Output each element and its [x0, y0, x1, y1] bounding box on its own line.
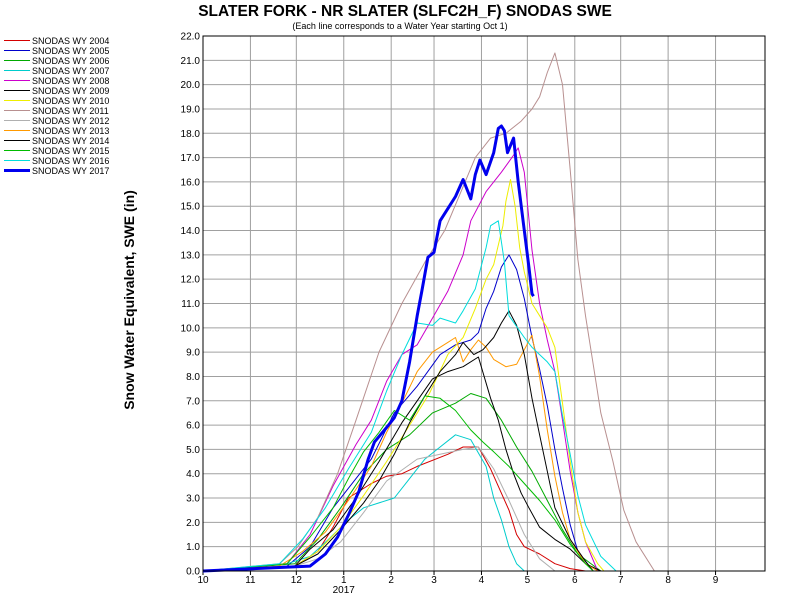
x-tick-label: 3	[431, 575, 437, 586]
series-line-3	[202, 393, 602, 572]
legend-swatch	[4, 80, 30, 81]
y-tick-label: 21.0	[181, 56, 201, 67]
y-tick-label: 10.0	[181, 323, 201, 334]
legend-item: SNODAS WY 2013	[4, 126, 154, 136]
series-line-5	[202, 147, 599, 572]
legend-item: SNODAS WY 2008	[4, 76, 154, 86]
x-tick-label: 8	[665, 575, 671, 586]
legend-swatch	[4, 160, 30, 161]
legend-label: SNODAS WY 2013	[32, 126, 110, 136]
x-tick-label: 10	[197, 575, 209, 586]
x-tick-label: 4	[479, 575, 485, 586]
y-tick-label: 13.0	[181, 250, 201, 261]
y-tick-label: 7.0	[186, 396, 200, 407]
series-line-7	[202, 179, 605, 572]
x-tick-label: 2	[388, 575, 394, 586]
x-tick-label: 9	[713, 575, 719, 586]
y-tick-label: 15.0	[181, 202, 201, 213]
legend-label: SNODAS WY 2011	[32, 106, 109, 116]
legend-swatch	[4, 130, 30, 131]
series-line-2	[202, 254, 594, 572]
legend-label: SNODAS WY 2008	[32, 76, 110, 86]
y-tick-label: 6.0	[186, 421, 200, 432]
legend-label: SNODAS WY 2007	[32, 66, 110, 76]
legend-item: SNODAS WY 2010	[4, 96, 154, 106]
legend-swatch	[4, 169, 30, 172]
series-line-12	[202, 395, 594, 572]
y-tick-label: 3.0	[186, 494, 200, 505]
x-tick-label: 7	[618, 575, 624, 586]
y-tick-label: 9.0	[186, 348, 200, 359]
y-tick-label: 20.0	[181, 80, 201, 91]
legend-label: SNODAS WY 2012	[32, 116, 110, 126]
legend-item: SNODAS WY 2012	[4, 116, 154, 126]
legend-swatch	[4, 50, 30, 51]
chart-subtitle: (Each line corresponds to a Water Year s…	[292, 21, 508, 31]
legend-swatch	[4, 90, 30, 91]
legend-item: SNODAS WY 2005	[4, 46, 154, 56]
series-line-6	[202, 356, 602, 572]
legend-swatch	[4, 140, 30, 141]
y-tick-label: 16.0	[181, 177, 201, 188]
legend-item: SNODAS WY 2014	[4, 136, 154, 146]
legend-swatch	[4, 110, 30, 111]
y-tick-label: 19.0	[181, 104, 201, 115]
legend-item: SNODAS WY 2015	[4, 146, 154, 156]
legend-swatch	[4, 100, 30, 101]
y-tick-label: 1.0	[186, 542, 200, 553]
series-line-13	[202, 220, 617, 572]
legend-item: SNODAS WY 2004	[4, 36, 154, 46]
y-tick-label: 0.0	[186, 567, 200, 578]
x-tick-label: 5	[525, 575, 531, 586]
legend-item: SNODAS WY 2017	[4, 166, 154, 176]
series-line-4	[202, 434, 525, 572]
legend-item: SNODAS WY 2006	[4, 56, 154, 66]
legend-swatch	[4, 70, 30, 71]
legend-label: SNODAS WY 2009	[32, 86, 110, 96]
series-line-8	[202, 52, 655, 572]
series-line-14	[202, 124, 535, 573]
legend-swatch	[4, 150, 30, 151]
legend-item: SNODAS WY 2011	[4, 106, 154, 116]
legend-item: SNODAS WY 2016	[4, 156, 154, 166]
y-tick-label: 18.0	[181, 129, 201, 140]
legend-swatch	[4, 120, 30, 121]
legend-label: SNODAS WY 2014	[32, 136, 110, 146]
y-tick-label: 11.0	[181, 299, 200, 310]
legend-label: SNODAS WY 2010	[32, 96, 110, 106]
legend-label: SNODAS WY 2015	[32, 146, 110, 156]
series-line-11	[202, 310, 594, 572]
y-tick-label: 22.0	[181, 32, 201, 43]
legend-swatch	[4, 60, 30, 61]
legend: SNODAS WY 2004 SNODAS WY 2005 SNODAS WY 20…	[4, 36, 154, 176]
legend-label: SNODAS WY 2017	[32, 166, 110, 176]
legend-label: SNODAS WY 2006	[32, 56, 110, 66]
y-tick-label: 5.0	[186, 445, 200, 456]
plot-frame	[202, 35, 766, 572]
y-tick-label: 2.0	[186, 518, 200, 529]
x-tick-label: 11	[245, 575, 256, 586]
chart-title: SLATER FORK - NR SLATER (SLFC2H_F) SNODA…	[198, 3, 612, 20]
legend-item: SNODAS WY 2007	[4, 66, 154, 76]
legend-label: SNODAS WY 2004	[32, 36, 110, 46]
legend-swatch	[4, 40, 30, 41]
x-tick-label: 12	[291, 575, 303, 586]
y-tick-label: 12.0	[181, 275, 201, 286]
x-year-label: 2017	[333, 585, 356, 596]
legend-label: SNODAS WY 2005	[32, 46, 110, 56]
legend-item: SNODAS WY 2009	[4, 86, 154, 96]
y-tick-label: 14.0	[181, 226, 201, 237]
y-tick-label: 17.0	[181, 153, 201, 164]
y-tick-label: 8.0	[186, 372, 200, 383]
y-tick-label: 4.0	[186, 469, 200, 480]
x-tick-label: 6	[572, 575, 578, 586]
legend-label: SNODAS WY 2016	[32, 156, 110, 166]
x-tick-label: 1	[341, 575, 347, 586]
